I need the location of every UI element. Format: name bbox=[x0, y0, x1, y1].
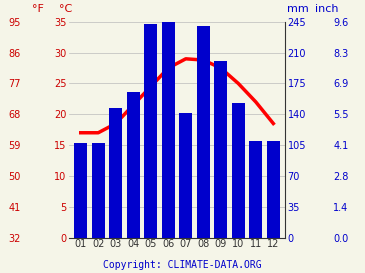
Bar bbox=[109, 108, 122, 238]
Bar bbox=[214, 61, 227, 238]
Bar bbox=[179, 113, 192, 238]
Bar bbox=[232, 103, 245, 238]
Text: inch: inch bbox=[315, 4, 338, 14]
Bar bbox=[127, 92, 140, 238]
Bar bbox=[74, 143, 87, 238]
Bar bbox=[267, 141, 280, 238]
Bar bbox=[144, 25, 157, 238]
Text: °C: °C bbox=[59, 4, 72, 14]
Bar bbox=[92, 143, 105, 238]
Text: Copyright: CLIMATE-DATA.ORG: Copyright: CLIMATE-DATA.ORG bbox=[103, 260, 262, 270]
Bar bbox=[197, 26, 210, 238]
Bar bbox=[162, 20, 175, 238]
Text: mm: mm bbox=[287, 4, 308, 14]
Text: °F: °F bbox=[32, 4, 44, 14]
Bar bbox=[249, 141, 262, 238]
